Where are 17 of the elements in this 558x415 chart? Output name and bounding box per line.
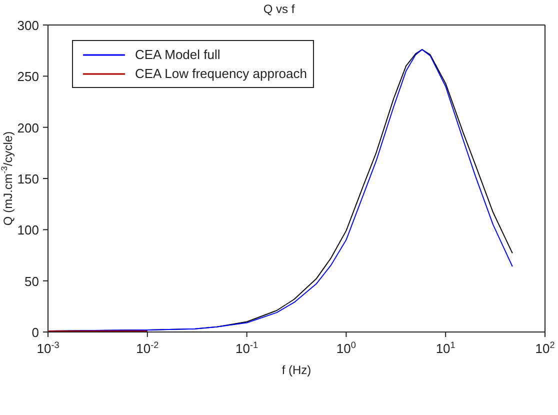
y-tick-label: 300 bbox=[17, 18, 39, 33]
chart-title: Q vs f bbox=[262, 2, 296, 16]
y-tick-label: 250 bbox=[17, 69, 39, 84]
y-tick-label: 200 bbox=[17, 120, 39, 136]
y-tick-label: 0 bbox=[32, 325, 39, 340]
y-tick-label: 150 bbox=[17, 172, 39, 186]
x-tick-label: 10$^{0}$ bbox=[336, 340, 356, 356]
x-tick-label: 10$^{-2}$ bbox=[136, 340, 159, 356]
x-axis-title: f (Hz) bbox=[282, 363, 312, 377]
x-tick-label: 10$^{-3}$ bbox=[36, 340, 60, 356]
legend-label: CEA Model full bbox=[135, 46, 220, 64]
y-tick-label: 50 bbox=[24, 274, 39, 289]
x-tick-label: 10$^{1}$ bbox=[436, 340, 456, 356]
x-tick-label: 10$^{2}$ bbox=[535, 340, 555, 356]
x-tick-label: 10$^{-1}$ bbox=[236, 340, 258, 356]
legend-label: CEA Low frequency approach bbox=[135, 65, 307, 83]
y-tick-label: 100 bbox=[17, 222, 39, 238]
